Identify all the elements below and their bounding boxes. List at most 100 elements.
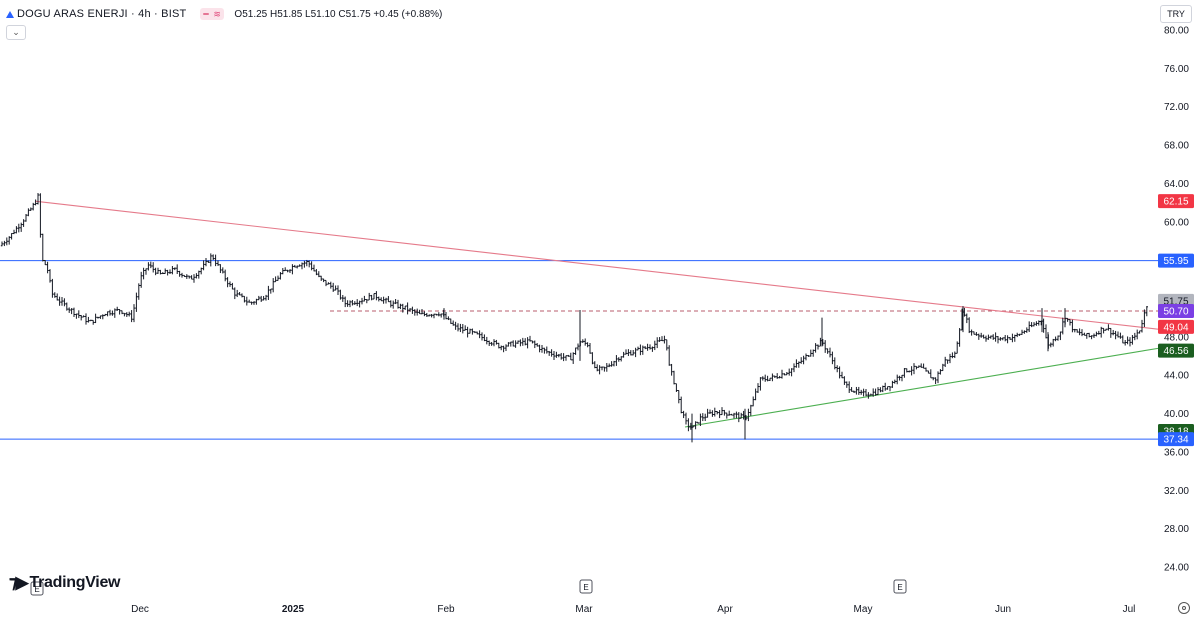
ohlc-bar	[965, 313, 968, 324]
ohlc-bar	[915, 365, 918, 370]
ohlc-bar	[36, 192, 40, 205]
ohlc-bar	[226, 277, 229, 288]
ohlc-bar	[948, 353, 952, 364]
ohlc-values: O51.25 H51.85 L51.10 C51.75 +0.45 (+0.88…	[234, 8, 443, 20]
ohlc-bar	[8, 236, 11, 245]
ohlc-bar	[1049, 342, 1052, 348]
ohlc-bar	[761, 376, 764, 381]
ohlc-bar	[756, 383, 760, 394]
indicator-chip-icon[interactable]: ≋	[200, 8, 225, 20]
ohlc-bar	[720, 407, 724, 416]
ohlc-bar	[476, 331, 479, 335]
ohlc-bar	[116, 306, 119, 312]
ohlc-bar	[372, 293, 376, 300]
ohlc-bar	[1104, 328, 1108, 331]
ohlc-bar	[219, 264, 222, 274]
ohlc-bar	[444, 311, 448, 320]
ohlc-bar	[166, 269, 169, 276]
ohlc-bar	[958, 328, 961, 347]
symbol-header[interactable]: DOGU ARAS ENERJI · 4h · BIST ≋ O51.25 H5…	[6, 5, 442, 23]
ohlc-bar	[521, 337, 524, 346]
ohlc-bar	[749, 404, 752, 416]
ohlc-bar	[382, 296, 385, 304]
earnings-marker-label: E	[897, 583, 902, 592]
symbol-title[interactable]: DOGU ARAS ENERJI · 4h · BIST	[17, 8, 187, 20]
ohlc-bar	[548, 351, 551, 356]
tradingview-logo[interactable]: ⁊▶ TradingView	[9, 573, 120, 593]
ohlc-bar	[1136, 329, 1139, 340]
ohlc-bar	[1037, 320, 1040, 326]
ohlc-bar	[629, 350, 632, 356]
ohlc-bar	[857, 386, 860, 395]
ohlc-bar	[812, 349, 815, 357]
ohlc-bar	[17, 223, 20, 233]
ohlc-bar	[1025, 327, 1028, 333]
ohlc-bar	[531, 340, 534, 344]
ohlc-bar	[389, 300, 392, 308]
ohlc-bar	[108, 309, 112, 316]
price-label-text: 37.34	[1163, 435, 1188, 446]
ohlc-bar	[221, 267, 224, 274]
ohlc-bar	[836, 365, 839, 373]
ohlc-bar	[399, 303, 402, 310]
ohlc-bar	[562, 353, 565, 362]
ohlc-bar	[195, 273, 198, 279]
ohlc-bar	[704, 413, 707, 422]
ohlc-bar	[646, 343, 649, 351]
currency-selector[interactable]: TRY	[1160, 5, 1192, 23]
ohlc-bar	[164, 268, 167, 274]
ohlc-bar	[327, 282, 330, 285]
ohlc-bar	[701, 413, 704, 422]
ohlc-bar	[413, 309, 416, 316]
ohlc-bar	[339, 289, 342, 300]
ohlc-bar	[900, 374, 904, 382]
ohlc-bar	[394, 298, 397, 305]
earnings-marker-icon: E	[893, 579, 907, 594]
ohlc-bar	[156, 267, 160, 274]
ohlc-bar	[584, 338, 587, 346]
ohlc-bar	[243, 295, 246, 303]
ohlc-bar	[56, 293, 59, 301]
ohlc-bar	[75, 313, 78, 319]
ohlc-bar	[358, 300, 361, 308]
price-label-text: 51.75	[1163, 296, 1188, 307]
ohlc-bar	[341, 294, 344, 302]
settings-gear-icon[interactable]	[1178, 602, 1190, 614]
ohlc-bar	[130, 310, 133, 323]
ohlc-bar	[730, 413, 733, 416]
price-label-text: 46.56	[1163, 346, 1188, 357]
ohlc-bar	[291, 264, 294, 275]
ohlc-bar	[305, 259, 308, 267]
ohlc-bar	[1102, 327, 1105, 334]
price-label-box	[1158, 194, 1194, 209]
ohlc-bar	[574, 347, 577, 355]
ohlc-bar	[245, 296, 248, 306]
ohlc-bar	[250, 301, 253, 305]
price-label-text: 50.70	[1163, 306, 1188, 317]
ohlc-bar	[274, 276, 277, 283]
ohlc-bar	[718, 410, 721, 419]
ohlc-bar	[125, 312, 128, 317]
descending-resistance-trendline	[34, 200, 1159, 330]
ohlc-bar	[536, 343, 539, 347]
collapse-chevron-icon[interactable]: ⌄	[6, 25, 26, 40]
ohlc-bar	[1011, 333, 1014, 343]
ohlc-bar	[1145, 306, 1148, 317]
ohlc-bar	[682, 410, 685, 419]
ascending-support-trendline	[684, 347, 1159, 428]
ohlc-bar	[368, 292, 371, 301]
ohlc-bar	[840, 371, 844, 379]
ohlc-bar	[276, 275, 280, 281]
ohlc-bar	[1095, 331, 1098, 337]
ohlc-bar	[826, 348, 829, 354]
ohlc-bar	[994, 332, 997, 342]
time-axis[interactable]: Dec 2025 Feb Mar Apr May Jun Jul	[131, 604, 1135, 615]
exchange-triangle-icon	[6, 10, 14, 18]
ohlc-bar	[267, 285, 270, 300]
ohlc-bar	[377, 296, 380, 302]
ohlc-bar	[1066, 317, 1069, 322]
ohlc-bar	[32, 202, 35, 211]
ohlc-bar	[315, 269, 318, 276]
ohlc-bar	[893, 379, 896, 384]
